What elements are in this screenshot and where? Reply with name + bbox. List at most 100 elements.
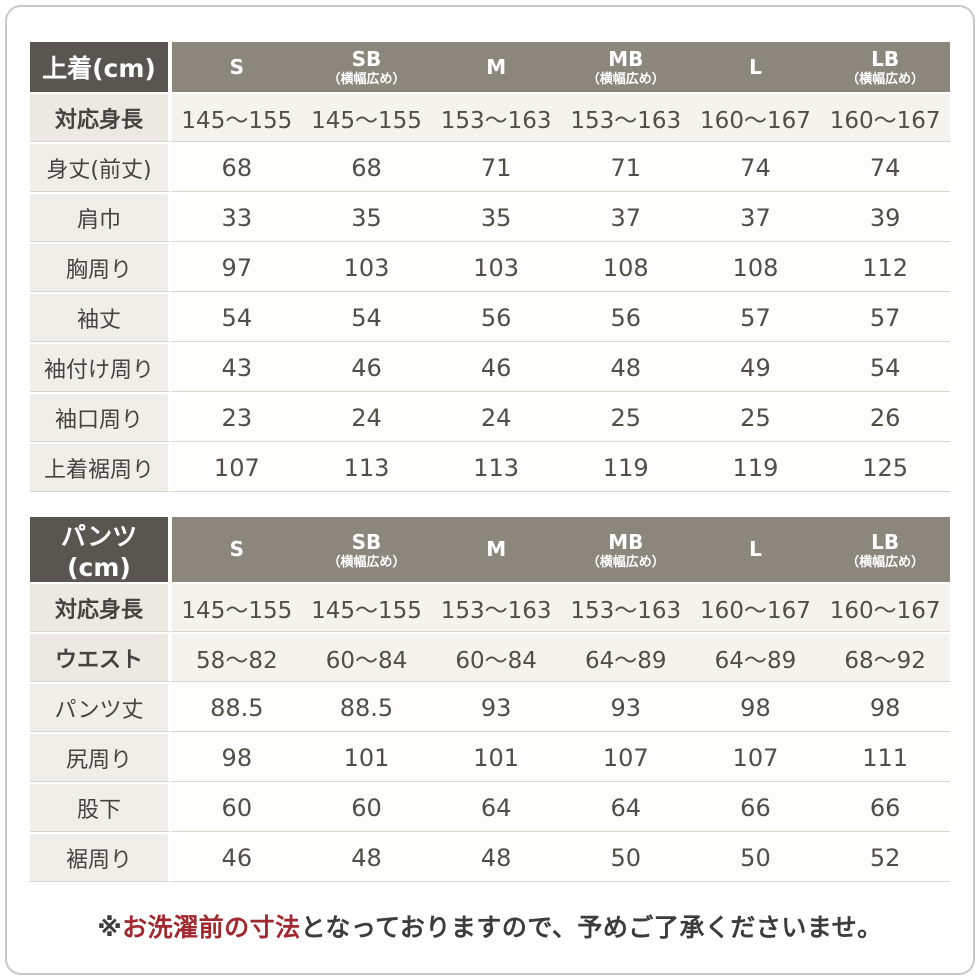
size-value-cell: 37 [690, 192, 821, 242]
row-label: 上着裾周り [30, 442, 172, 492]
size-value-cell: 26 [820, 392, 950, 442]
column-header-mb: MB （横幅広め） [560, 42, 691, 92]
size-value-cell: 57 [820, 292, 950, 342]
row-label: 対応身長 [30, 92, 172, 142]
size-value-cell: 153～163 [431, 582, 561, 632]
size-value-cell: 103 [301, 242, 432, 292]
size-value-cell: 48 [560, 342, 691, 392]
table-row: 裾周り 46 48 48 50 50 52 [30, 832, 950, 882]
table-row: 袖口周り 23 24 24 25 25 26 [30, 392, 950, 442]
size-value-cell: 101 [301, 732, 432, 782]
size-value-cell: 98 [820, 682, 950, 732]
size-value-cell: 64 [560, 782, 691, 832]
column-sub-label: （横幅広め） [586, 72, 665, 87]
size-value-cell: 24 [431, 392, 561, 442]
size-value-cell: 93 [560, 682, 691, 732]
size-value-cell: 64 [431, 782, 561, 832]
size-value-cell: 33 [172, 192, 302, 242]
size-value-cell: 119 [560, 442, 691, 492]
table-title-cell: パンツ(cm) [30, 517, 172, 582]
size-value-cell: 25 [690, 392, 821, 442]
row-label: ウエスト [30, 632, 172, 682]
table-row: 上着裾周り 107 113 113 119 119 125 [30, 442, 950, 492]
table-row: 股下 60 60 64 64 66 66 [30, 782, 950, 832]
size-value-cell: 66 [690, 782, 821, 832]
size-value-cell: 98 [690, 682, 821, 732]
size-value-cell: 48 [431, 832, 561, 882]
size-value-cell: 64～89 [560, 632, 691, 682]
size-value-cell: 64～89 [690, 632, 821, 682]
size-value-cell: 52 [820, 832, 950, 882]
size-value-cell: 145～155 [172, 92, 302, 142]
header-row: パンツ(cm) S SB （横幅広め） M MB （横幅広め） L LB （横幅広め） [30, 517, 950, 582]
size-value-cell: 145～155 [301, 582, 432, 632]
header-row: 上着(cm) S SB （横幅広め） M MB （横幅広め） L LB （横幅広め） [30, 42, 950, 92]
table-row: 対応身長 145～155 145～155 153～163 153～163 160～167 1… [30, 582, 950, 632]
row-label: 袖丈 [30, 292, 172, 342]
column-header-l: L [690, 42, 821, 92]
row-label: 身丈(前丈) [30, 142, 172, 192]
size-value-cell: 107 [560, 732, 691, 782]
table-row: 尻周り 98 101 101 107 107 111 [30, 732, 950, 782]
size-value-cell: 74 [690, 142, 821, 192]
size-value-cell: 145～155 [301, 92, 432, 142]
column-header-s: S [172, 42, 302, 92]
row-label: 胸周り [30, 242, 172, 292]
size-value-cell: 23 [172, 392, 302, 442]
size-value-cell: 46 [431, 342, 561, 392]
size-value-cell: 54 [172, 292, 302, 342]
column-label: M [486, 54, 507, 79]
size-value-cell: 153～163 [560, 582, 691, 632]
table-title-cell: 上着(cm) [30, 42, 172, 92]
table-row: ウエスト 58～82 60～84 60～84 64～89 64～89 68～92 [30, 632, 950, 682]
table-row: 対応身長 145～155 145～155 153～163 153～163 160～167 1… [30, 92, 950, 142]
size-value-cell: 24 [301, 392, 432, 442]
row-label: 股下 [30, 782, 172, 832]
size-value-cell: 68 [172, 142, 302, 192]
size-value-cell: 98 [172, 732, 302, 782]
note-highlight: お洗濯前の寸法 [122, 913, 301, 942]
size-value-cell: 111 [820, 732, 950, 782]
size-value-cell: 160～167 [690, 582, 821, 632]
size-value-cell: 50 [690, 832, 821, 882]
size-value-cell: 108 [690, 242, 821, 292]
size-value-cell: 60～84 [301, 632, 432, 682]
size-value-cell: 88.5 [172, 682, 302, 732]
size-value-cell: 160～167 [820, 92, 950, 142]
size-value-cell: 56 [431, 292, 561, 342]
column-label: SB [351, 529, 382, 554]
column-sub-label: （横幅広め） [846, 554, 925, 570]
size-value-cell: 54 [820, 342, 950, 392]
size-value-cell: 107 [172, 442, 302, 492]
note-prefix: ※ [97, 913, 123, 942]
column-label: L [749, 54, 762, 79]
table-row: 胸周り 97 103 103 108 108 112 [30, 242, 950, 292]
column-sub-label: （横幅広め） [846, 72, 925, 87]
column-header-lb: LB （横幅広め） [820, 42, 950, 92]
pre-wash-note: ※お洗濯前の寸法となっておりますので、予めご了承くださいませ。 [30, 908, 950, 944]
size-value-cell: 101 [431, 732, 561, 782]
size-chart-card: 上着(cm) S SB （横幅広め） M MB （横幅広め） L LB （横幅広め） 対応身長 145… [5, 5, 975, 975]
note-suffix: となっておりますので、予めご了承くださいませ。 [300, 913, 883, 942]
column-header-sb: SB （横幅広め） [301, 517, 432, 582]
size-value-cell: 58～82 [172, 632, 302, 682]
size-value-cell: 153～163 [431, 92, 561, 142]
size-value-cell: 74 [820, 142, 950, 192]
column-header-s: S [172, 517, 302, 582]
table-row: 身丈(前丈) 68 68 71 71 74 74 [30, 142, 950, 192]
column-label: S [229, 537, 245, 561]
row-label: パンツ丈 [30, 682, 172, 732]
column-sub-label: （横幅広め） [327, 554, 406, 570]
column-label: SB [351, 47, 382, 71]
size-value-cell: 160～167 [690, 92, 821, 142]
size-value-cell: 119 [690, 442, 821, 492]
size-value-cell: 39 [820, 192, 950, 242]
row-label: 裾周り [30, 832, 172, 882]
size-value-cell: 54 [301, 292, 432, 342]
table-row: 袖付け周り 43 46 46 48 49 54 [30, 342, 950, 392]
column-header-sb: SB （横幅広め） [301, 42, 432, 92]
size-value-cell: 66 [820, 782, 950, 832]
table-row: パンツ丈 88.5 88.5 93 93 98 98 [30, 682, 950, 732]
size-value-cell: 97 [172, 242, 302, 292]
size-value-cell: 60～84 [431, 632, 561, 682]
